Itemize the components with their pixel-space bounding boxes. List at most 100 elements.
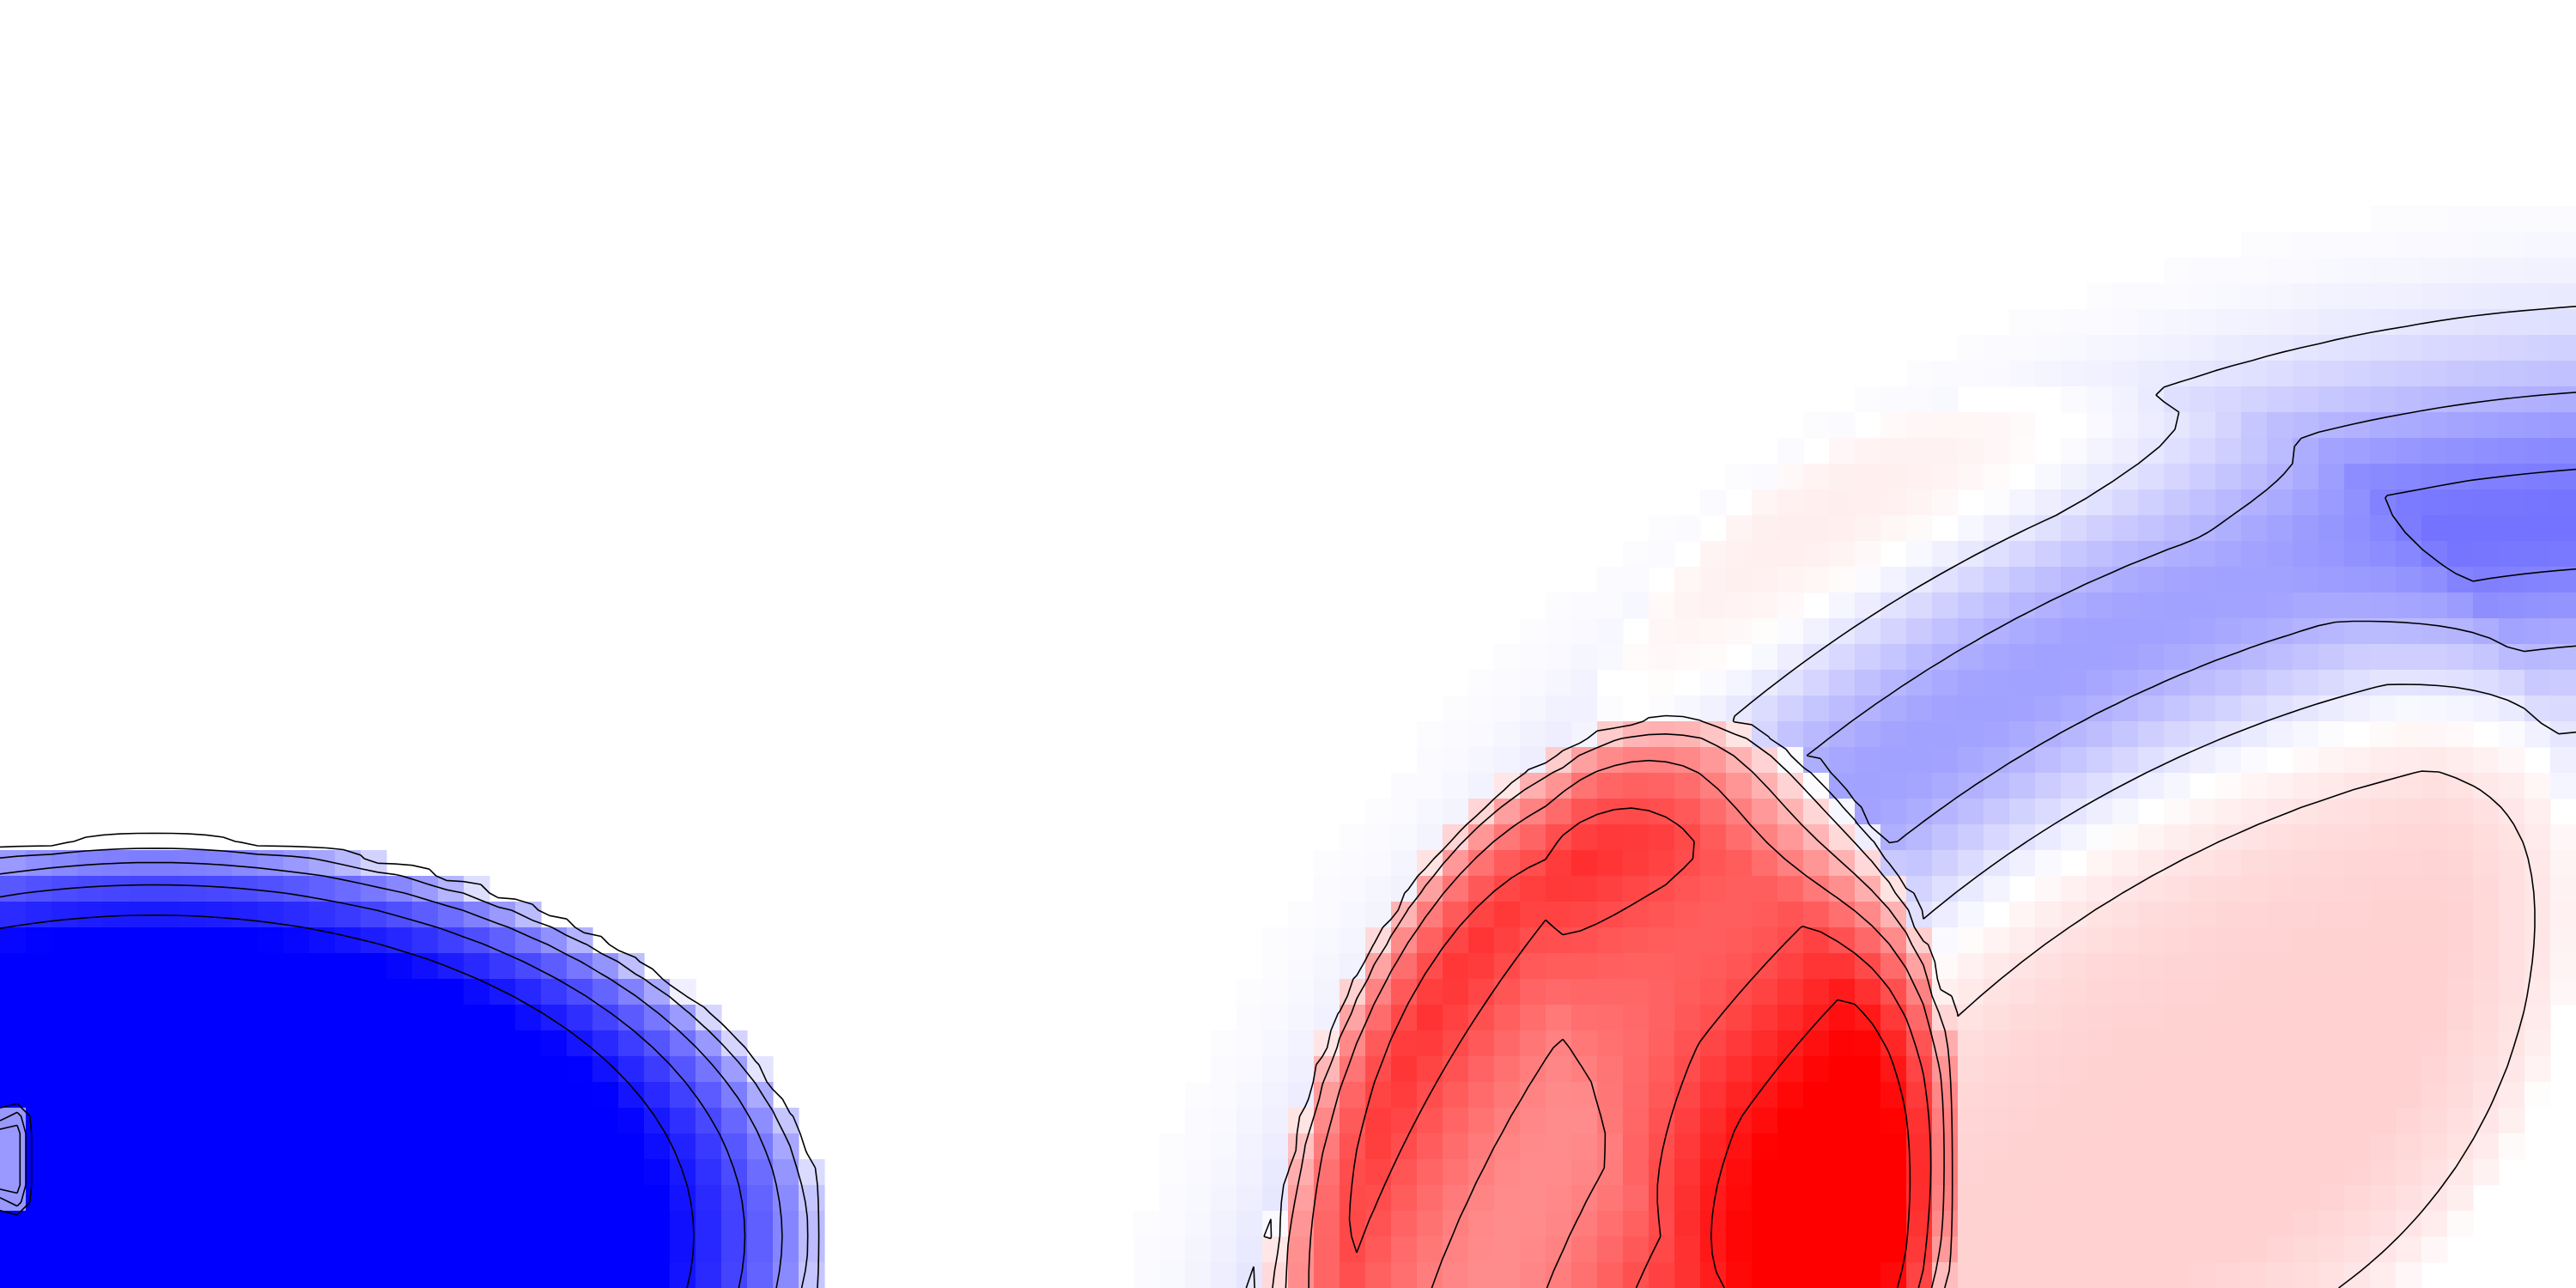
- heatmap-cell: [1185, 1211, 1212, 1237]
- heatmap-cell: [129, 1108, 155, 1134]
- heatmap-cell: [515, 979, 542, 1005]
- heatmap-cell: [2061, 670, 2087, 696]
- heatmap-cell: [1958, 1185, 1984, 1212]
- heatmap-cell: [644, 1082, 671, 1109]
- heatmap-cell: [1597, 1211, 1624, 1237]
- heatmap-cell: [2344, 567, 2371, 593]
- heatmap-cell: [1597, 927, 1624, 954]
- heatmap-cell: [412, 1236, 439, 1263]
- heatmap-cell: [1932, 1005, 1959, 1031]
- heatmap-cell: [2035, 489, 2062, 516]
- heatmap-cell: [2241, 1133, 2268, 1160]
- heatmap-cell: [2396, 670, 2422, 696]
- heatmap-cell: [2344, 489, 2371, 516]
- heatmap-cell: [2550, 592, 2576, 619]
- heatmap-cell: [180, 1005, 207, 1031]
- heatmap-cell: [2370, 902, 2397, 928]
- heatmap-cell: [1520, 1108, 1546, 1134]
- heatmap-cell: [2370, 1211, 2397, 1237]
- heatmap-cell: [1520, 773, 1546, 799]
- heatmap-cell: [2112, 670, 2139, 696]
- heatmap-cell: [2215, 309, 2242, 336]
- heatmap-cell: [1571, 1082, 1598, 1109]
- heatmap-cell: [1932, 1108, 1959, 1134]
- heatmap-cell: [1546, 1185, 1572, 1212]
- heatmap-cell: [2190, 1211, 2216, 1237]
- heatmap-cell: [541, 1236, 568, 1263]
- heatmap-cell: [1958, 618, 1984, 645]
- heatmap-cell: [2190, 1185, 2216, 1212]
- heatmap-cell: [2009, 438, 2036, 465]
- heatmap-cell: [2009, 1005, 2036, 1031]
- heatmap-cell: [2293, 979, 2319, 1005]
- heatmap-cell: [1443, 902, 1469, 928]
- heatmap-cell: [386, 1133, 413, 1160]
- heatmap-cell: [1880, 799, 1907, 825]
- heatmap-cell: [1958, 902, 1984, 928]
- heatmap-cell: [2112, 1133, 2139, 1160]
- heatmap-cell: [1855, 644, 1881, 671]
- heatmap-cell: [2087, 696, 2113, 722]
- heatmap-cell: [283, 1133, 310, 1160]
- heatmap-cell: [1494, 927, 1521, 954]
- heatmap-cell: [2241, 618, 2268, 645]
- heatmap-cell: [258, 1185, 284, 1212]
- heatmap-cell: [2164, 464, 2190, 490]
- heatmap-cell: [2550, 670, 2576, 696]
- heatmap-cell: [1906, 644, 1933, 671]
- heatmap-cell: [1443, 1211, 1469, 1237]
- heatmap-cell: [1674, 927, 1701, 954]
- heatmap-cell: [155, 979, 181, 1005]
- heatmap-cell: [1546, 721, 1572, 748]
- heatmap-cell: [2009, 644, 2036, 671]
- heatmap-cell: [1494, 850, 1521, 877]
- heatmap-cell: [1932, 567, 1959, 593]
- heatmap-cell: [2524, 902, 2551, 928]
- heatmap-cell: [2190, 1159, 2216, 1186]
- heatmap-cell: [464, 1211, 490, 1237]
- heatmap-cell: [2035, 592, 2062, 619]
- heatmap-cell: [2421, 799, 2448, 825]
- heatmap-cell: [412, 1185, 439, 1212]
- heatmap-cell: [1674, 618, 1701, 645]
- heatmap-cell: [361, 1056, 387, 1083]
- heatmap-cell: [2112, 902, 2139, 928]
- heatmap-cell: [206, 902, 233, 928]
- heatmap-cell: [1468, 927, 1495, 954]
- heatmap-cell: [129, 1185, 155, 1212]
- heatmap-cell: [386, 876, 413, 902]
- heatmap-cell: [2190, 541, 2216, 568]
- heatmap-cell: [1623, 541, 1649, 568]
- heatmap-cell: [232, 1236, 258, 1263]
- heatmap-cell: [489, 1211, 516, 1237]
- heatmap-cell: [2524, 618, 2551, 645]
- heatmap-cell: [26, 1211, 52, 1237]
- heatmap-cell: [2087, 876, 2113, 902]
- heatmap-cell: [2087, 541, 2113, 568]
- heatmap-cell: [1494, 1211, 1521, 1237]
- heatmap-cell: [258, 1236, 284, 1263]
- heatmap-cell: [2318, 1005, 2345, 1031]
- heatmap-cell: [489, 1262, 516, 1288]
- heatmap-cell: [721, 1262, 748, 1288]
- heatmap-cell: [2164, 1262, 2190, 1288]
- heatmap-cell: [2550, 541, 2576, 568]
- contour-line: [1308, 759, 1945, 1288]
- heatmap-cell: [1649, 1185, 1675, 1212]
- heatmap-cell: [2241, 386, 2268, 413]
- heatmap-cell: [1777, 953, 1804, 980]
- heatmap-cell: [232, 1133, 258, 1160]
- heatmap-cell: [696, 1236, 722, 1263]
- heatmap-cell: [2035, 335, 2062, 361]
- heatmap-cell: [1932, 541, 1959, 568]
- heatmap-cell: [1211, 1185, 1237, 1212]
- heatmap-cell: [2190, 438, 2216, 465]
- heatmap-cell: [2550, 464, 2576, 490]
- heatmap-cell: [618, 1108, 645, 1134]
- heatmap-cell: [1855, 1185, 1881, 1212]
- heatmap-cell: [2318, 541, 2345, 568]
- heatmap-cell: [2087, 773, 2113, 799]
- heatmap-cell: [232, 1159, 258, 1186]
- heatmap-cell: [2293, 1262, 2319, 1288]
- heatmap-cell: [2293, 361, 2319, 387]
